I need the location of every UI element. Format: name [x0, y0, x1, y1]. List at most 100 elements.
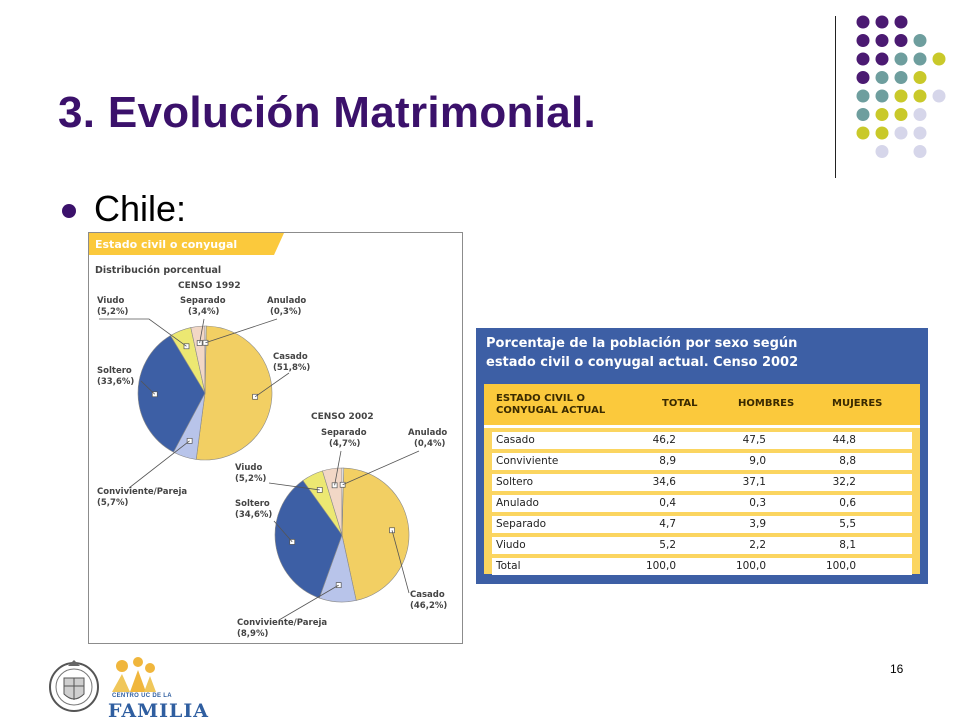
pie2-label-casado-pct: (46,2%): [410, 601, 447, 611]
decorative-dot: [913, 71, 927, 84]
table-row: Separado 4,7 3,9 5,5: [492, 516, 912, 533]
row-hombres: 2,2: [749, 539, 766, 551]
table-header: ESTADO CIVIL O CONYUGAL ACTUAL TOTAL HOM…: [484, 384, 920, 428]
pie2-label-viudo: Viudo: [235, 463, 262, 473]
decorative-dot: [875, 52, 889, 66]
header-estado-civil: ESTADO CIVIL O CONYUGAL ACTUAL: [496, 393, 605, 417]
decorative-dot: [875, 108, 889, 121]
header-mujeres: MUJERES: [832, 398, 883, 409]
pie1-label-viudo: Viudo: [97, 296, 124, 306]
row-label: Total: [496, 560, 521, 572]
pie1-slice-soltero: [137, 335, 206, 453]
row-total: 4,7: [659, 518, 676, 530]
decorative-dot: [875, 15, 889, 29]
row-total: 34,6: [652, 476, 676, 488]
decorative-dot: [932, 52, 946, 66]
decorative-dot: [856, 126, 870, 140]
table-row: Anulado 0,4 0,3 0,6: [492, 495, 912, 512]
leader-2002-viudo: [268, 482, 320, 491]
header-total: TOTAL: [662, 398, 698, 409]
table-title-line2: estado civil o conyugal actual. Censo 20…: [486, 355, 799, 370]
pie2-label-anulado: Anulado: [408, 428, 447, 438]
decorative-dot: [856, 15, 870, 29]
title-divider-line: [835, 16, 836, 178]
pie1-label-anulado-pct: (0,3%): [270, 307, 301, 317]
row-label: Viudo: [496, 539, 526, 551]
table-row: Viudo 5,2 2,2 8,1: [492, 537, 912, 554]
data-table: ESTADO CIVIL O CONYUGAL ACTUAL TOTAL HOM…: [484, 384, 920, 575]
leader-2002-casado: [391, 530, 410, 594]
leader-2002-anulado: [342, 450, 420, 486]
pie2-label-soltero-pct: (34,6%): [235, 510, 272, 520]
university-seal-icon: [49, 660, 99, 712]
pie2-title: CENSO 2002: [311, 412, 374, 422]
leader-1992-viudo: [99, 318, 187, 347]
decorative-dot: [913, 145, 927, 158]
row-total: 100,0: [645, 560, 676, 572]
pie-2002: [274, 467, 410, 603]
row-hombres: 3,9: [749, 518, 766, 530]
leader-1992-soltero: [140, 380, 156, 395]
pie-1992: [137, 325, 273, 461]
decorative-dot: [894, 15, 908, 29]
pie2-label-viudo-pct: (5,2%): [235, 474, 266, 484]
row-mujeres: 32,2: [832, 476, 856, 488]
row-total: 0,4: [659, 497, 676, 509]
table-row: Soltero 34,6 37,1 32,2: [492, 474, 912, 491]
pie1-label-conviviente: Conviviente/Pareja: [97, 487, 187, 497]
bullet-icon: [62, 204, 76, 218]
table-title: Porcentaje de la población por sexo segú…: [486, 334, 916, 372]
pie2-slice-casado: [341, 467, 410, 601]
leader-2002-conviviente: [278, 584, 339, 621]
pie2-label-conviviente-pct: (8,9%): [237, 629, 268, 639]
decorative-dot: [913, 89, 927, 103]
table-row: Casado 46,2 47,5 44,8: [492, 432, 912, 449]
pie1-marker: [183, 343, 190, 350]
row-hombres: 0,3: [749, 497, 766, 509]
row-mujeres: 0,6: [839, 497, 856, 509]
header-line-2: CONYUGAL ACTUAL: [496, 405, 606, 416]
decorative-dot: [913, 52, 927, 66]
row-hombres: 47,5: [742, 434, 766, 446]
header-hombres: HOMBRES: [738, 398, 795, 409]
pie1-label-soltero-pct: (33,6%): [97, 377, 134, 387]
decorative-dot: [875, 71, 889, 84]
row-label: Casado: [496, 434, 535, 446]
pie1-label-viudo-pct: (5,2%): [97, 307, 128, 317]
leader-lines: [99, 318, 420, 621]
leader-1992-separado: [199, 318, 205, 344]
decorative-dot: [894, 126, 908, 140]
pie1-label-separado-pct: (3,4%): [188, 307, 219, 317]
decorative-dot: [894, 34, 908, 47]
row-label: Anulado: [496, 497, 539, 509]
logo-text-big: FAMILIA: [108, 700, 210, 722]
row-mujeres: 8,1: [839, 539, 856, 551]
pie-charts-figure: Estado civil o conyugal Distribución por…: [88, 232, 463, 644]
row-mujeres: 5,5: [839, 518, 856, 530]
pie2-label-separado: Separado: [321, 428, 367, 438]
table-row: Conviviente 8,9 9,0 8,8: [492, 453, 912, 470]
pie1-label-casado: Casado: [273, 352, 308, 362]
decorative-dot: [856, 89, 870, 103]
table-row: Total 100,0 100,0 100,0: [492, 558, 912, 575]
pie1-label-conviviente-pct: (5,7%): [97, 498, 128, 508]
table-figure: Porcentaje de la población por sexo segú…: [476, 328, 928, 584]
row-mujeres: 100,0: [825, 560, 856, 572]
row-hombres: 37,1: [742, 476, 766, 488]
decorative-dot: [913, 126, 927, 140]
row-mujeres: 44,8: [832, 434, 856, 446]
pie2-marker: [335, 582, 342, 588]
decorative-dot: [894, 71, 908, 84]
pie1-label-anulado: Anulado: [267, 296, 306, 306]
pie1-slice-casado: [195, 325, 273, 461]
decorative-dot: [856, 108, 870, 121]
pie2-label-conviviente: Conviviente/Pareja: [237, 618, 327, 628]
pie1-label-casado-pct: (51,8%): [273, 363, 310, 373]
pie1-title: CENSO 1992: [178, 281, 241, 291]
decorative-dot: [875, 126, 889, 140]
decorative-dot: [932, 89, 946, 103]
header-line-1: ESTADO CIVIL O: [496, 393, 585, 404]
leader-2002-soltero: [273, 520, 293, 543]
pie1-label-soltero: Soltero: [97, 366, 132, 376]
leader-1992-casado: [254, 372, 290, 398]
